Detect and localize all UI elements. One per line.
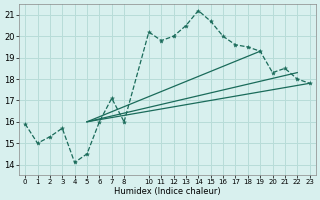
X-axis label: Humidex (Indice chaleur): Humidex (Indice chaleur)	[114, 187, 221, 196]
